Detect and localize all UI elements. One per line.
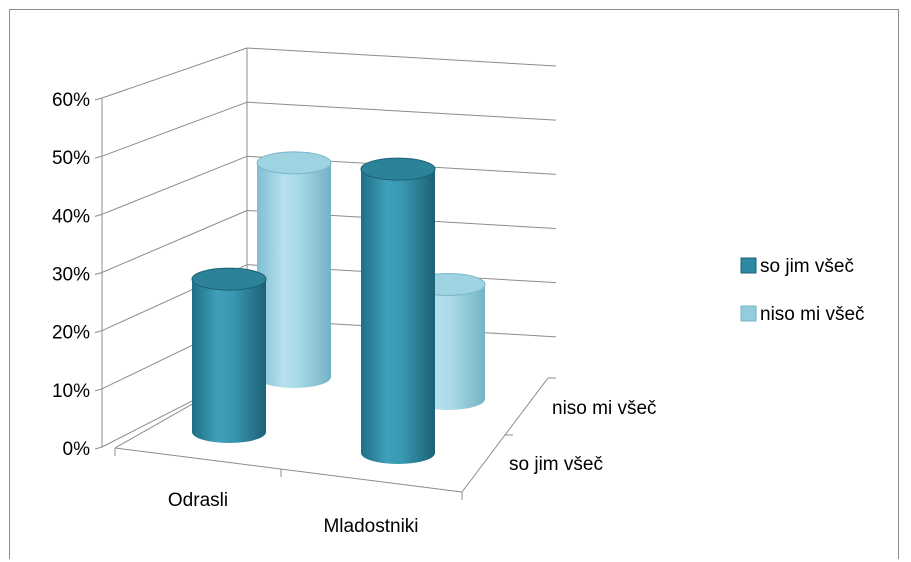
y-tick-mark (94, 388, 103, 392)
cylinder-body (257, 162, 331, 388)
y-tick-mark (94, 272, 103, 275)
category-label-mladostniki: Mladostniki (323, 516, 418, 537)
y-tick-mark (94, 213, 103, 217)
back-gridline (246, 101, 557, 121)
y-tick-mark (94, 330, 103, 334)
y-tick-label: 60% (52, 90, 90, 111)
y-axis: 0% 10% 20% 30% 40% 50% 60% (52, 90, 103, 460)
y-tick-mark (94, 97, 103, 101)
cylinder-top (256, 151, 332, 175)
floor (114, 372, 556, 500)
y-tick-label: 10% (52, 381, 90, 402)
side-gridline (101, 47, 248, 99)
cylinder-body (192, 279, 266, 443)
back-gridline (246, 47, 557, 67)
bar-so-jim-vsec-odrasli (191, 267, 267, 443)
cylinder-top (191, 267, 267, 291)
category-label-odrasli: Odrasli (168, 490, 228, 511)
y-tick-label: 40% (52, 206, 90, 227)
y-tick-mark (94, 155, 103, 159)
legend-swatch-so-jim-vsec (740, 257, 757, 274)
cylinder-body (361, 169, 435, 464)
y-tick-label: 20% (52, 323, 90, 344)
bar-niso-mi-vsec-odrasli (256, 151, 332, 388)
y-tick-label: 30% (52, 265, 90, 286)
y-tick-label: 0% (63, 439, 91, 460)
bars (191, 151, 486, 464)
side-gridline (101, 210, 248, 273)
side-gridline (101, 155, 248, 215)
legend-label-niso-mi-vsec: niso mi všeč (760, 304, 865, 325)
y-tick-mark (94, 446, 103, 450)
cylinder-top (360, 157, 436, 181)
legend: so jim všeč niso mi všeč (740, 256, 865, 325)
bar-so-jim-vsec-mladostniki (360, 157, 436, 464)
side-gridline (101, 101, 248, 157)
depth-label-so-jim-vsec: so jim všeč (509, 454, 603, 475)
legend-label-so-jim-vsec: so jim všeč (760, 256, 854, 277)
floor-front-edge (114, 447, 463, 493)
legend-swatch-niso-mi-vsec (740, 305, 757, 322)
depth-label-niso-mi-vsec: niso mi všeč (552, 398, 657, 419)
y-tick-label: 50% (52, 148, 90, 169)
